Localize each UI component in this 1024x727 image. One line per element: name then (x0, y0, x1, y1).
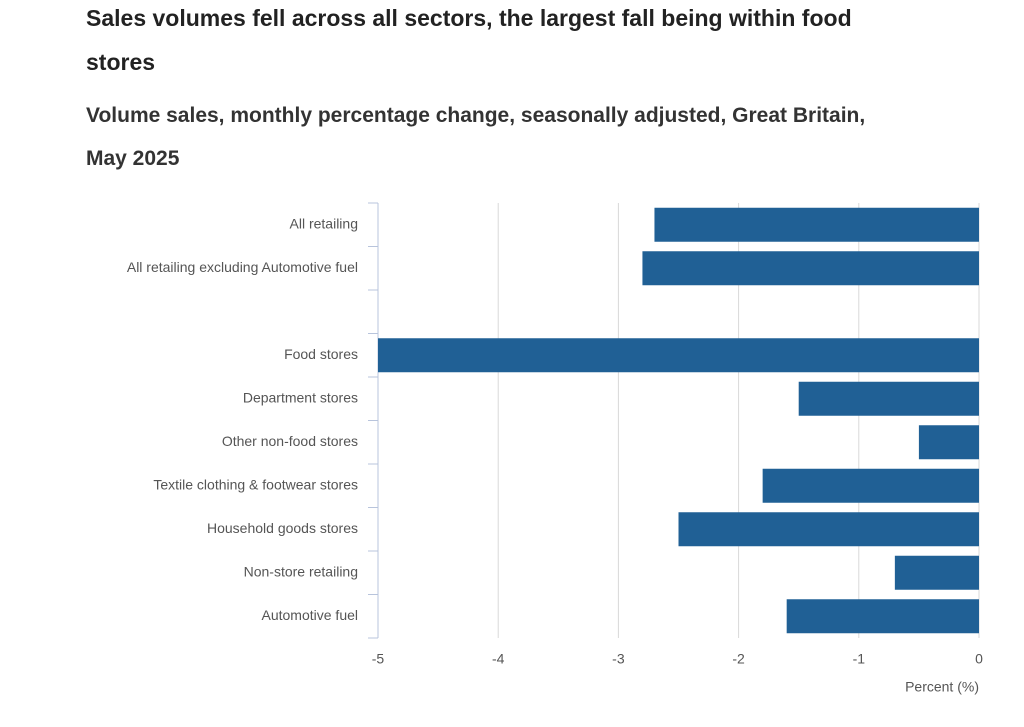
bar (798, 381, 979, 416)
chart-title: Sales volumes fell across all sectors, t… (86, 5, 852, 75)
bar (678, 512, 979, 547)
y-tick-label: Textile clothing & footwear stores (153, 476, 358, 492)
y-tick-label: All retailing (290, 215, 358, 231)
chart-subtitle: Volume sales, monthly percentage change,… (86, 104, 866, 170)
bar (654, 207, 979, 242)
x-tick-label: -3 (612, 651, 625, 667)
bar (918, 425, 979, 460)
bar (642, 251, 979, 286)
x-tick-label: -4 (492, 651, 505, 667)
y-tick-label: Automotive fuel (262, 607, 359, 623)
y-tick-label: Food stores (284, 346, 358, 362)
x-axis-label: Percent (%) (905, 679, 979, 695)
x-tick-label: 0 (975, 651, 983, 667)
x-tick-label: -2 (732, 651, 745, 667)
y-tick-label: Department stores (243, 389, 358, 405)
bar (378, 338, 979, 373)
y-tick-label: Household goods stores (207, 520, 358, 536)
bar (786, 599, 979, 634)
y-tick-label: All retailing excluding Automotive fuel (127, 259, 358, 275)
bar (894, 555, 979, 590)
bar (762, 468, 979, 503)
x-tick-label: -5 (372, 651, 385, 667)
x-tick-label: -1 (853, 651, 866, 667)
y-tick-label: Non-store retailing (244, 563, 358, 579)
y-tick-label: Other non-food stores (222, 433, 358, 449)
